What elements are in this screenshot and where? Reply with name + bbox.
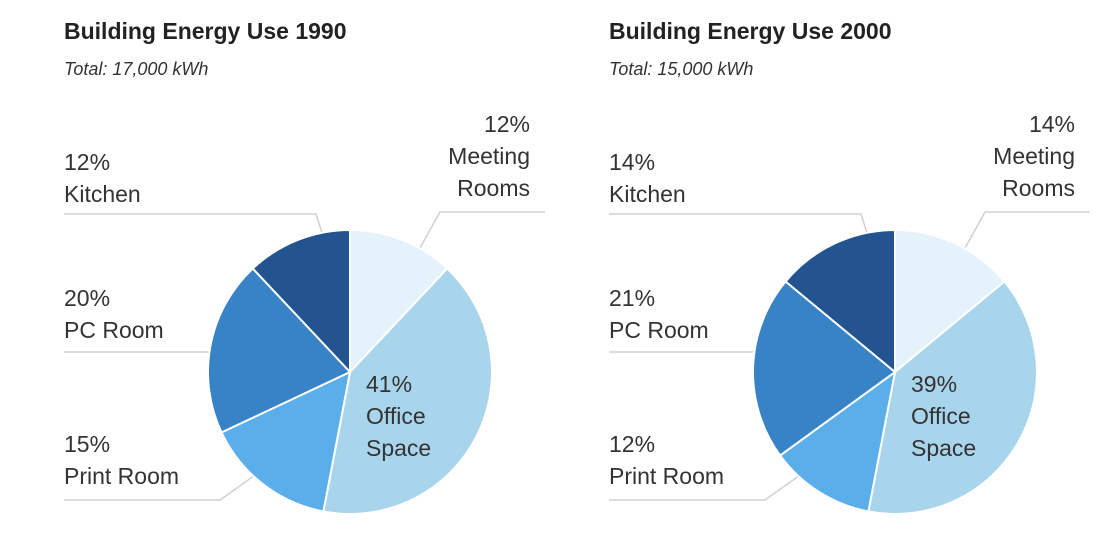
pie-slice-print-room (220, 370, 352, 513)
pie-slice-kitchen (251, 228, 351, 375)
pie-slice-office-space (867, 280, 1038, 515)
chart-subtitle: Total: 17,000 kWh (64, 59, 209, 79)
slice-label-print-room: 15% Print Room (64, 431, 179, 489)
slice-label-meeting-rooms: 14% Meeting Rooms (993, 111, 1075, 201)
leader-lines (609, 211, 1090, 501)
slice-label-meeting-rooms: 12% Meeting Rooms (448, 111, 530, 201)
pie-plot-area: 14% Meeting Rooms 39% Office Space 12% Print Ro… (609, 111, 1090, 515)
leader-lines (64, 211, 545, 501)
pie-chart-2000: Building Energy Use 2000 Total: 15,000 k… (545, 0, 1090, 546)
leader-line-print-room (609, 472, 804, 501)
slice-label-pc-room: 20% PC Room (64, 285, 164, 343)
pie-slice-pc-room (207, 267, 352, 434)
pie-slices (752, 228, 1038, 515)
pie-slice-print-room (778, 369, 897, 513)
pie-plot-area: 12% Meeting Rooms 41% Office Space 15% Print Ro… (64, 111, 545, 515)
pie-slice-kitchen (784, 228, 896, 375)
slice-label-office-space: 41% Office Space (366, 371, 431, 461)
slice-labels: 12% Meeting Rooms 41% Office Space 15% Print Ro… (64, 111, 530, 489)
leader-line-kitchen (609, 213, 868, 234)
pie-slice-pc-room (752, 280, 897, 457)
leader-line-meeting-rooms (419, 211, 545, 249)
pie-slice-office-space (322, 267, 493, 515)
slice-labels: 14% Meeting Rooms 39% Office Space 12% Print Ro… (609, 111, 1075, 489)
chart-title: Building Energy Use 1990 (64, 18, 347, 44)
slice-label-pc-room: 21% PC Room (609, 285, 709, 343)
pie-slice-meeting-rooms (349, 228, 449, 375)
leader-line-meeting-rooms (964, 211, 1090, 249)
slice-label-office-space: 39% Office Space (911, 371, 976, 461)
pie-slice-meeting-rooms (894, 228, 1006, 375)
pie-chart-1990: Building Energy Use 1990 Total: 17,000 k… (0, 0, 545, 546)
pie-slices (207, 228, 493, 515)
chart-title: Building Energy Use 2000 (609, 18, 892, 44)
leader-line-kitchen (64, 213, 323, 234)
slice-label-print-room: 12% Print Room (609, 431, 724, 489)
chart-subtitle: Total: 15,000 kWh (609, 59, 754, 79)
leader-line-print-room (64, 472, 259, 501)
slice-label-kitchen: 12% Kitchen (64, 149, 141, 207)
slice-label-kitchen: 14% Kitchen (609, 149, 686, 207)
